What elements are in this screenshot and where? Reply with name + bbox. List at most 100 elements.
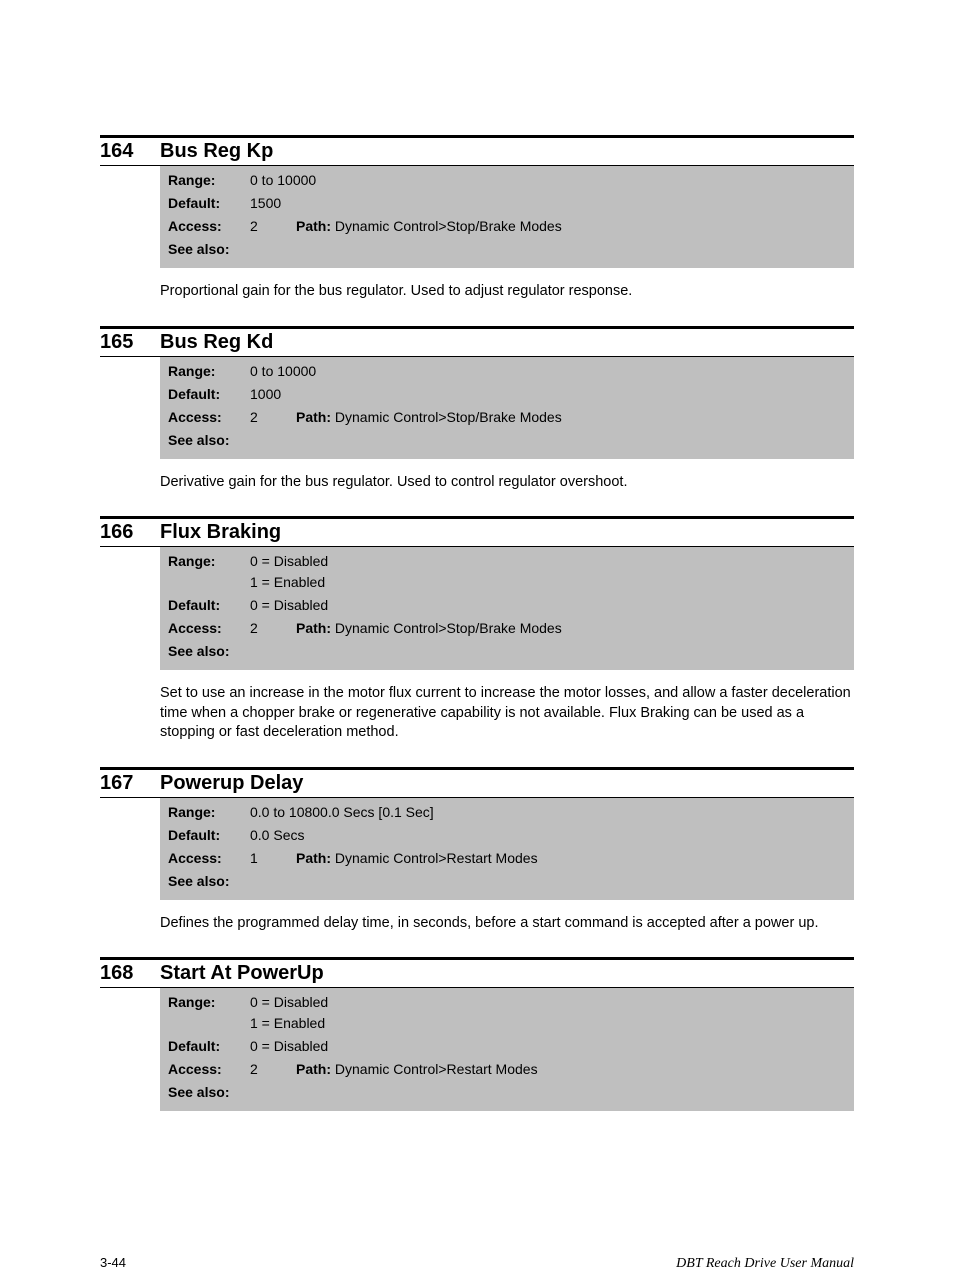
parameter-header: 165Bus Reg Kd xyxy=(100,326,854,357)
parameter-table: Range:0.0 to 10800.0 Secs [0.1 Sec]Defau… xyxy=(160,798,854,900)
parameter-table: Range:0 to 10000Default:1500Access:2Path… xyxy=(160,166,854,268)
range-value: 0 = Disabled 1 = Enabled xyxy=(250,551,846,593)
seealso-value xyxy=(250,641,846,662)
parameter-title: Start At PowerUp xyxy=(160,962,324,985)
path-value: Dynamic Control>Stop/Brake Modes xyxy=(335,620,562,636)
parameter-title: Bus Reg Kp xyxy=(160,140,273,163)
access-value: 2 xyxy=(250,618,296,639)
path-value: Dynamic Control>Stop/Brake Modes xyxy=(335,218,562,234)
seealso-value xyxy=(250,871,846,892)
seealso-row: See also: xyxy=(168,239,846,260)
range-label: Range: xyxy=(168,361,250,382)
path-cell: Path: Dynamic Control>Stop/Brake Modes xyxy=(296,407,562,428)
range-value: 0 to 10000 xyxy=(250,170,846,191)
parameter-description: Proportional gain for the bus regulator.… xyxy=(160,282,854,302)
path-value: Dynamic Control>Stop/Brake Modes xyxy=(335,409,562,425)
path-value: Dynamic Control>Restart Modes xyxy=(335,1061,538,1077)
seealso-value xyxy=(250,1082,846,1103)
access-value-col: 2Path: Dynamic Control>Stop/Brake Modes xyxy=(250,618,846,639)
seealso-row: See also: xyxy=(168,871,846,892)
manual-title: DBT Reach Drive User Manual xyxy=(676,1256,854,1272)
range-label: Range: xyxy=(168,802,250,823)
default-label: Default: xyxy=(168,1036,250,1057)
parameter-block: 165Bus Reg KdRange:0 to 10000Default:100… xyxy=(100,326,854,493)
parameter-block: 167Powerup DelayRange:0.0 to 10800.0 Sec… xyxy=(100,767,854,934)
parameter-header: 166Flux Braking xyxy=(100,516,854,547)
access-label: Access: xyxy=(168,618,250,639)
parameter-table: Range:0 to 10000Default:1000Access:2Path… xyxy=(160,357,854,459)
access-value-col: 2Path: Dynamic Control>Stop/Brake Modes xyxy=(250,407,846,428)
access-row: Access:2Path: Dynamic Control>Stop/Brake… xyxy=(168,216,846,237)
access-row: Access:1Path: Dynamic Control>Restart Mo… xyxy=(168,848,846,869)
path-cell: Path: Dynamic Control>Restart Modes xyxy=(296,848,538,869)
page-number: 3-44 xyxy=(100,1255,126,1270)
range-label: Range: xyxy=(168,992,250,1034)
parameter-header: 168Start At PowerUp xyxy=(100,957,854,988)
default-label: Default: xyxy=(168,595,250,616)
seealso-row: See also: xyxy=(168,641,846,662)
path-label: Path: xyxy=(296,620,331,636)
parameter-description: Set to use an increase in the motor flux… xyxy=(160,684,854,743)
access-row: Access:2Path: Dynamic Control>Stop/Brake… xyxy=(168,407,846,428)
default-value: 1000 xyxy=(250,384,846,405)
path-value: Dynamic Control>Restart Modes xyxy=(335,850,538,866)
range-value: 0 to 10000 xyxy=(250,361,846,382)
access-label: Access: xyxy=(168,1059,250,1080)
seealso-row: See also: xyxy=(168,1082,846,1103)
seealso-label: See also: xyxy=(168,430,250,451)
seealso-value xyxy=(250,430,846,451)
default-label: Default: xyxy=(168,193,250,214)
parameter-number: 167 xyxy=(100,772,160,795)
parameter-number: 164 xyxy=(100,140,160,163)
path-label: Path: xyxy=(296,850,331,866)
parameter-header: 167Powerup Delay xyxy=(100,767,854,798)
parameter-description: Defines the programmed delay time, in se… xyxy=(160,914,854,934)
access-label: Access: xyxy=(168,216,250,237)
default-row: Default:0.0 Secs xyxy=(168,825,846,846)
parameter-number: 165 xyxy=(100,331,160,354)
page-footer: 3-44 DBT Reach Drive User Manual xyxy=(0,1255,954,1272)
parameter-block: 166Flux BrakingRange:0 = Disabled 1 = En… xyxy=(100,516,854,743)
access-value-col: 2Path: Dynamic Control>Restart Modes xyxy=(250,1059,846,1080)
range-row: Range:0 to 10000 xyxy=(168,170,846,191)
default-row: Default:1000 xyxy=(168,384,846,405)
seealso-row: See also: xyxy=(168,430,846,451)
parameter-number: 166 xyxy=(100,521,160,544)
parameter-block: 164Bus Reg KpRange:0 to 10000Default:150… xyxy=(100,135,854,302)
range-row: Range:0 = Disabled 1 = Enabled xyxy=(168,992,846,1034)
default-label: Default: xyxy=(168,825,250,846)
parameter-number: 168 xyxy=(100,962,160,985)
access-row: Access:2Path: Dynamic Control>Stop/Brake… xyxy=(168,618,846,639)
range-row: Range:0 to 10000 xyxy=(168,361,846,382)
path-label: Path: xyxy=(296,1061,331,1077)
parameter-block: 168Start At PowerUpRange:0 = Disabled 1 … xyxy=(100,957,854,1111)
access-row: Access:2Path: Dynamic Control>Restart Mo… xyxy=(168,1059,846,1080)
parameter-table: Range:0 = Disabled 1 = EnabledDefault:0 … xyxy=(160,547,854,670)
range-value: 0.0 to 10800.0 Secs [0.1 Sec] xyxy=(250,802,846,823)
range-row: Range:0 = Disabled 1 = Enabled xyxy=(168,551,846,593)
seealso-value xyxy=(250,239,846,260)
parameter-title: Powerup Delay xyxy=(160,772,303,795)
seealso-label: See also: xyxy=(168,641,250,662)
range-value: 0 = Disabled 1 = Enabled xyxy=(250,992,846,1034)
range-row: Range:0.0 to 10800.0 Secs [0.1 Sec] xyxy=(168,802,846,823)
path-cell: Path: Dynamic Control>Stop/Brake Modes xyxy=(296,618,562,639)
access-value: 2 xyxy=(250,1059,296,1080)
default-value: 0 = Disabled xyxy=(250,595,846,616)
parameter-header: 164Bus Reg Kp xyxy=(100,135,854,166)
access-label: Access: xyxy=(168,407,250,428)
access-label: Access: xyxy=(168,848,250,869)
default-row: Default:0 = Disabled xyxy=(168,595,846,616)
seealso-label: See also: xyxy=(168,1082,250,1103)
default-row: Default:0 = Disabled xyxy=(168,1036,846,1057)
page-content: 164Bus Reg KpRange:0 to 10000Default:150… xyxy=(0,0,954,1195)
path-cell: Path: Dynamic Control>Restart Modes xyxy=(296,1059,538,1080)
seealso-label: See also: xyxy=(168,239,250,260)
parameter-table: Range:0 = Disabled 1 = EnabledDefault:0 … xyxy=(160,988,854,1111)
path-cell: Path: Dynamic Control>Stop/Brake Modes xyxy=(296,216,562,237)
default-row: Default:1500 xyxy=(168,193,846,214)
access-value-col: 2Path: Dynamic Control>Stop/Brake Modes xyxy=(250,216,846,237)
range-label: Range: xyxy=(168,170,250,191)
access-value: 2 xyxy=(250,407,296,428)
parameter-title: Bus Reg Kd xyxy=(160,331,273,354)
